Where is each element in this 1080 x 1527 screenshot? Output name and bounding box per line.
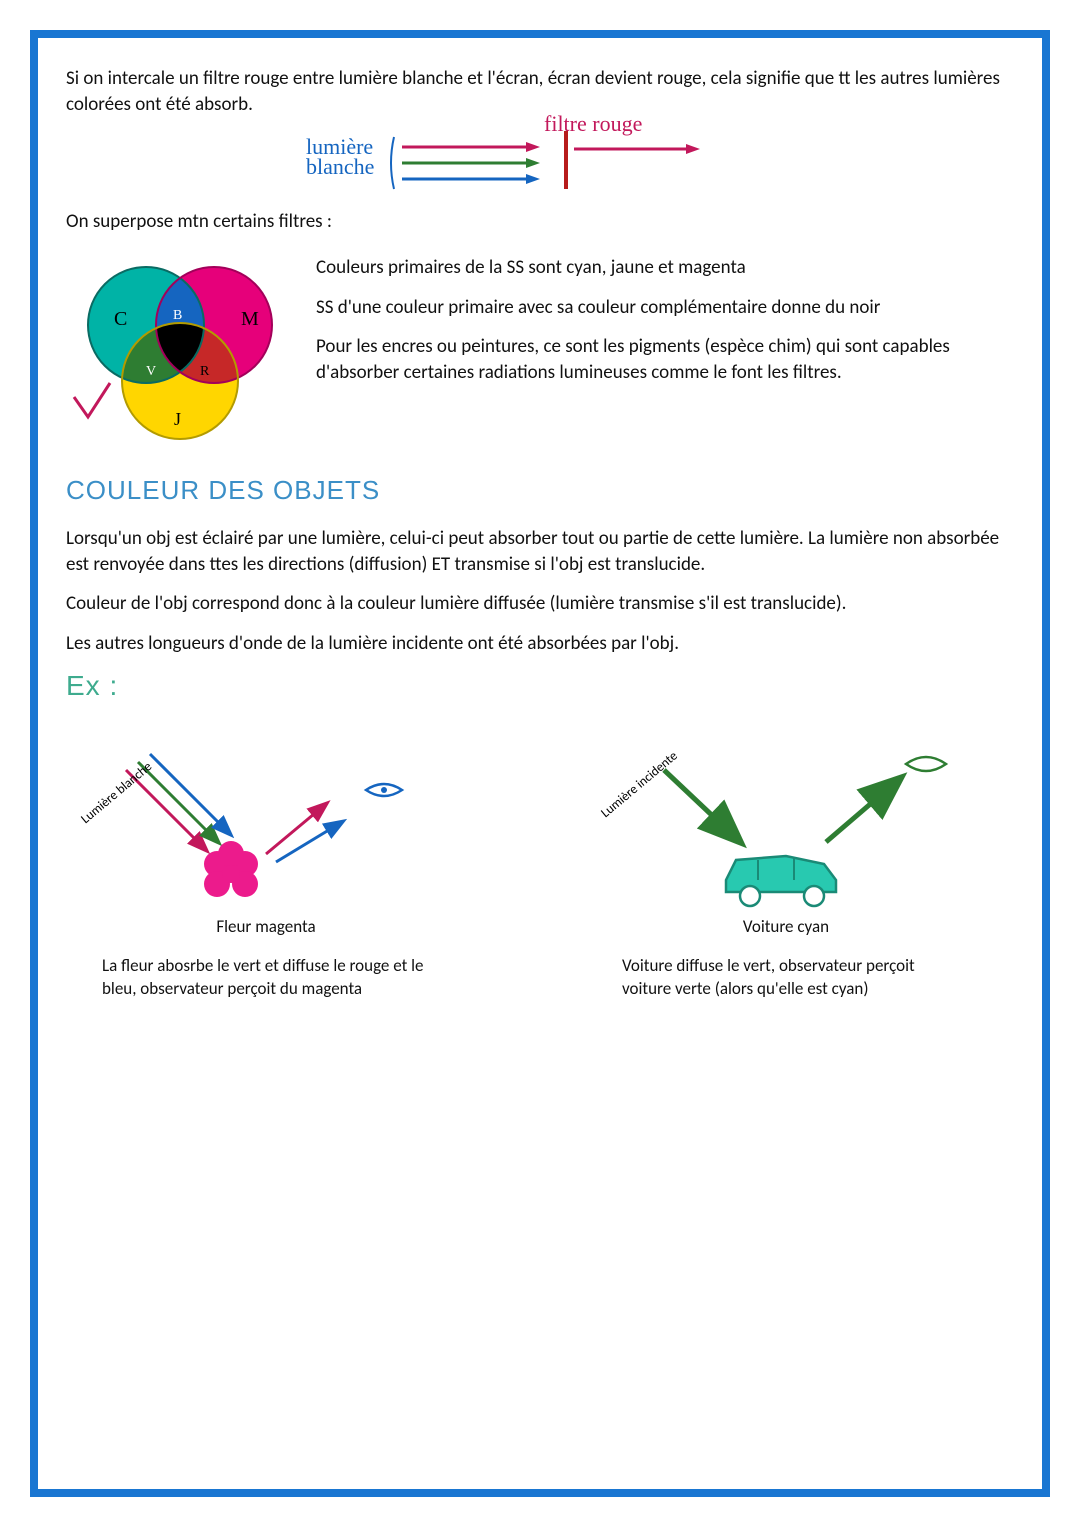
- flower-desc: La fleur abosrbe le vert et diffuse le r…: [66, 955, 466, 999]
- venn-text: Couleurs primaires de la SS sont cyan, j…: [316, 247, 1014, 447]
- objets-p1: Lorsqu'un obj est éclairé par une lumièr…: [66, 526, 1014, 577]
- filter-label-left: lumièreblanche: [306, 137, 374, 177]
- page-frame: Si on intercale un filtre rouge entre lu…: [30, 30, 1050, 1497]
- car-desc: Voiture diffuse le vert, observateur per…: [586, 955, 986, 999]
- svg-text:J: J: [174, 409, 181, 429]
- svg-text:V: V: [146, 364, 156, 379]
- filter-label-right: filtre rouge: [544, 111, 642, 137]
- venn-diagram: C M J B V R: [66, 247, 296, 447]
- filter-diagram: lumièreblanche filtre rouge: [316, 119, 736, 199]
- example-car: Lumière incidente: [586, 742, 986, 999]
- intro-paragraph: Si on intercale un filtre rouge entre lu…: [66, 66, 1014, 117]
- venn-section: C M J B V R Couleurs primaires de la SS …: [66, 247, 1014, 447]
- superpose-intro: On superpose mtn certains filtres :: [66, 209, 1014, 235]
- objets-p2: Couleur de l'obj correspond donc à la co…: [66, 591, 1014, 617]
- filter-diagram-svg: [316, 119, 736, 199]
- svg-text:R: R: [200, 364, 210, 379]
- venn-p2: SS d'une couleur primaire avec sa couleu…: [316, 295, 1014, 321]
- objets-p3: Les autres longueurs d'onde de la lumièr…: [66, 631, 1014, 657]
- ex-label: Ex :: [66, 670, 1014, 702]
- heading-couleur-objets: Couleur des objets: [66, 475, 1014, 506]
- svg-text:M: M: [241, 308, 259, 330]
- svg-text:C: C: [114, 308, 127, 330]
- example-flower: Lumière blanche: [66, 742, 466, 999]
- venn-p1: Couleurs primaires de la SS sont cyan, j…: [316, 255, 1014, 281]
- examples-row: Lumière blanche: [66, 742, 1014, 999]
- venn-p3: Pour les encres ou peintures, ce sont le…: [316, 334, 1014, 385]
- svg-text:B: B: [173, 308, 182, 323]
